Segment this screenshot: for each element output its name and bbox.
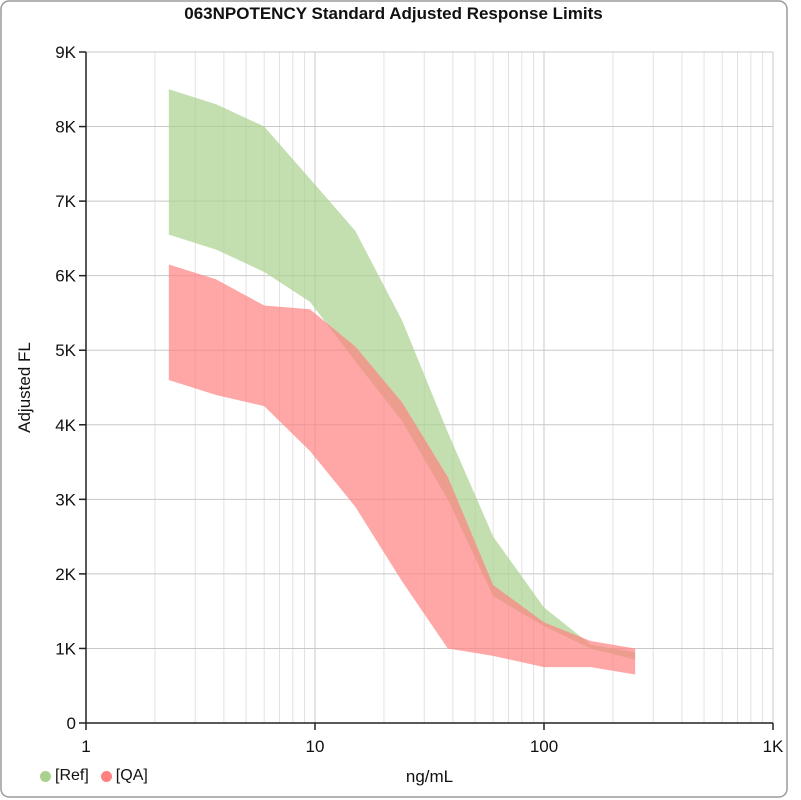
series-band-ref (168, 89, 636, 660)
x-tick-label: 10 (306, 737, 325, 756)
x-tick-label: 1 (81, 737, 90, 756)
legend-label-qa: [QA] (115, 767, 148, 784)
legend: [Ref] [QA] (40, 767, 148, 785)
legend-item-qa[interactable]: [QA] (100, 767, 148, 785)
y-tick-label: 2K (55, 565, 76, 584)
y-tick-label: 0 (67, 714, 76, 733)
y-tick-label: 1K (55, 639, 76, 658)
axes-layer (79, 51, 774, 730)
series-band-qa (168, 264, 636, 675)
y-tick-label: 7K (55, 192, 76, 211)
y-tick-label: 4K (55, 416, 76, 435)
y-tick-label: 9K (55, 43, 76, 62)
chart-title: 063NPOTENCY Standard Adjusted Response L… (184, 4, 603, 23)
y-tick-label: 5K (55, 341, 76, 360)
y-tick-label: 3K (55, 490, 76, 509)
x-tick-label: 100 (530, 737, 558, 756)
y-tick-label: 6K (55, 267, 76, 286)
legend-item-ref[interactable]: [Ref] (40, 767, 89, 785)
y-axis-label: Adjusted FL (15, 342, 34, 433)
x-axis-label: ng/mL (406, 767, 453, 786)
series-layer (168, 89, 636, 675)
y-tick-label: 8K (55, 118, 76, 137)
legend-label-ref: [Ref] (55, 767, 89, 784)
tick-labels: 0 1K 2K 3K 4K 5K 6K 7K 8K 9K 1 10 100 1K (55, 43, 784, 756)
legend-dot-qa (100, 770, 112, 782)
x-tick-label: 1K (763, 737, 784, 756)
legend-dot-ref (40, 770, 51, 782)
